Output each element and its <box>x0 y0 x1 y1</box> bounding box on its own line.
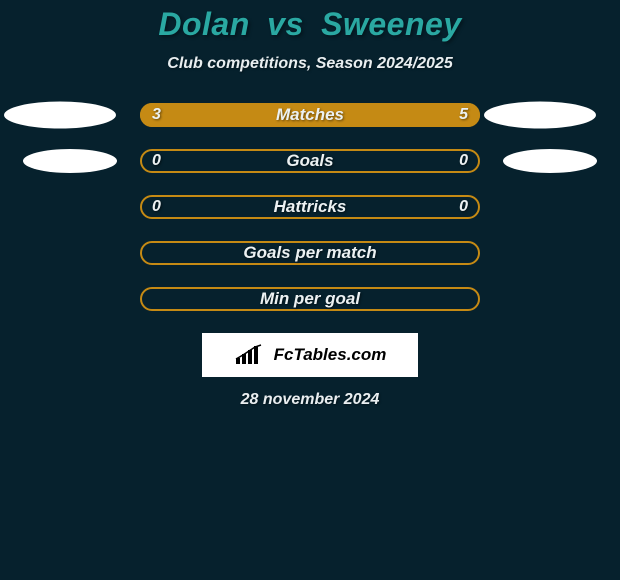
stat-bar-left-fill <box>140 103 259 127</box>
stat-bar <box>140 195 480 219</box>
stat-bar <box>140 241 480 265</box>
stat-bar <box>140 103 480 127</box>
date-label: 28 november 2024 <box>0 391 620 409</box>
stat-row: Matches35 <box>0 103 620 127</box>
right-ellipse <box>484 102 596 129</box>
stat-bar-right-fill <box>259 103 480 127</box>
vs-label: vs <box>267 6 304 42</box>
stat-row: Goals00 <box>0 149 620 173</box>
left-ellipse <box>4 102 116 129</box>
stat-row: Goals per match <box>0 241 620 265</box>
stat-rows: Matches35 Goals00 Hattricks00 Goals per mat… <box>0 103 620 311</box>
subtitle: Club competitions, Season 2024/2025 <box>0 55 620 73</box>
right-ellipse <box>503 149 597 173</box>
title: Dolan vs Sweeney <box>0 0 620 43</box>
stat-row: Min per goal <box>0 287 620 311</box>
player1-name: Dolan <box>158 6 249 42</box>
comparison-card: Dolan vs Sweeney Club competitions, Seas… <box>0 0 620 580</box>
source-badge-text: FcTables.com <box>274 345 387 365</box>
left-ellipse <box>23 149 117 173</box>
stat-row: Hattricks00 <box>0 195 620 219</box>
source-badge: FcTables.com <box>202 333 418 377</box>
player2-name: Sweeney <box>321 6 461 42</box>
stat-bar <box>140 287 480 311</box>
stat-bar <box>140 149 480 173</box>
chart-bars-icon <box>234 344 268 366</box>
